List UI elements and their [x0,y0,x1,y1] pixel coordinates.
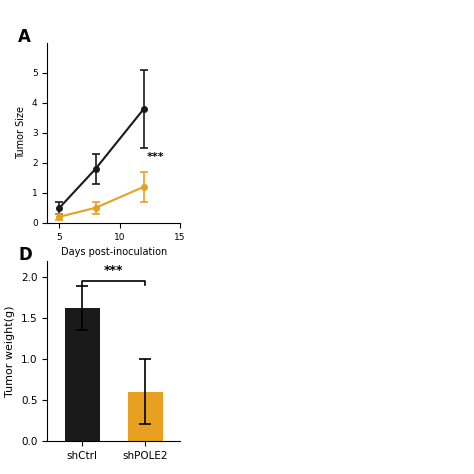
Text: ***: *** [146,152,164,162]
Bar [128,392,163,441]
Y-axis label: Tumor Size: Tumor Size [17,106,27,159]
Text: A: A [18,28,31,46]
X-axis label: Days post-inoculation: Days post-inoculation [61,247,167,257]
Text: D: D [18,246,32,264]
Bar [65,308,100,441]
Text: ***: *** [104,264,124,277]
Y-axis label: Tumor weight(g): Tumor weight(g) [6,305,16,397]
